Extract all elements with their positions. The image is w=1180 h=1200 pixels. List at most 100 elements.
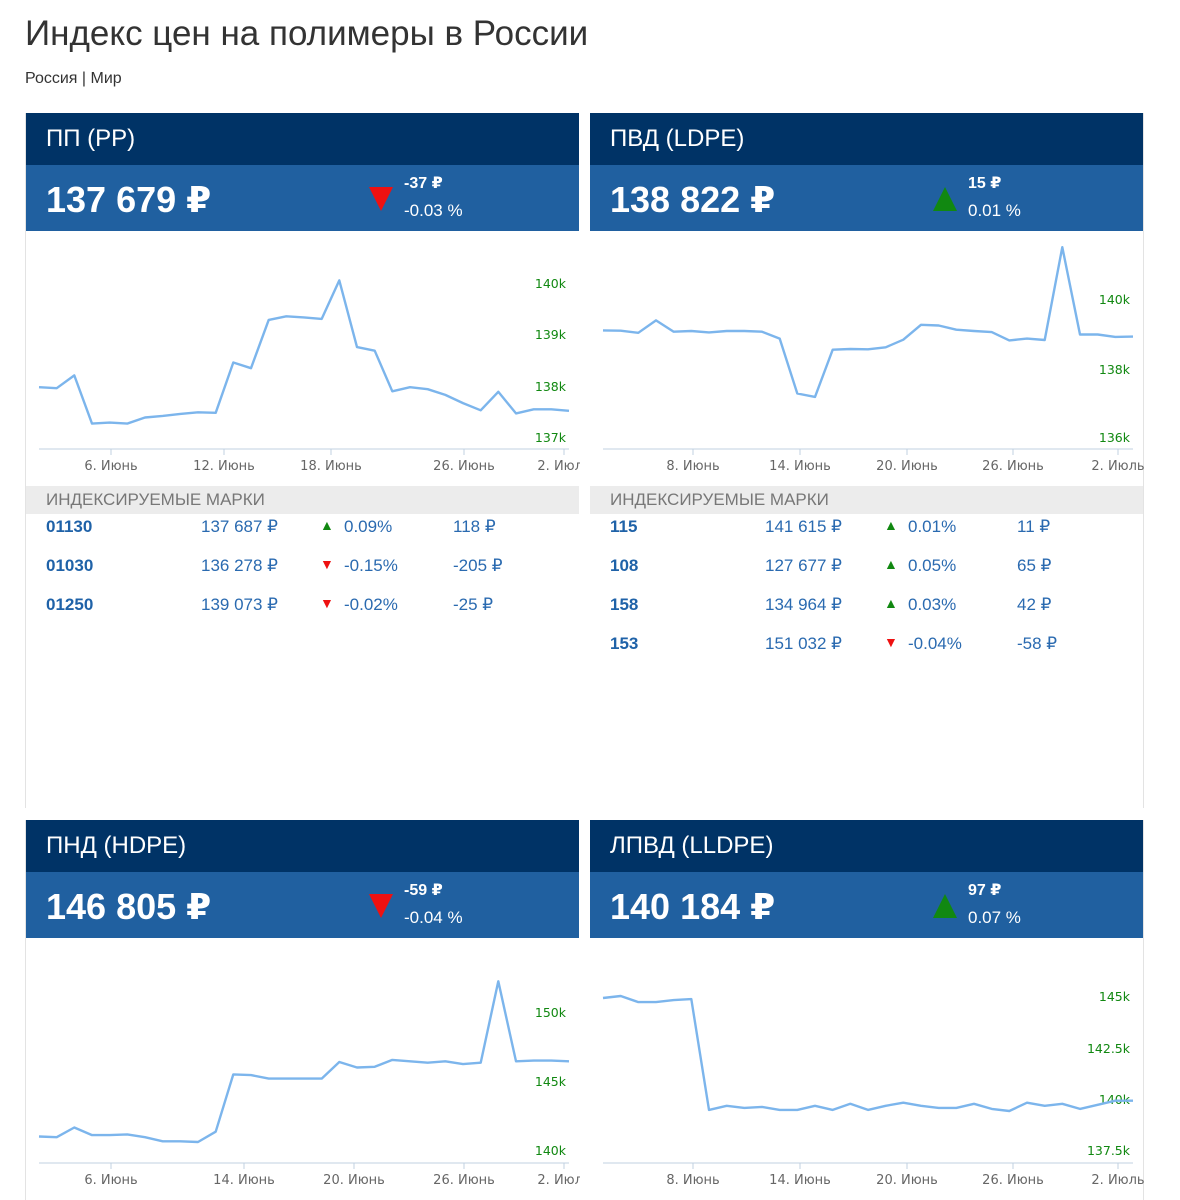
page-title: Индекс цен на полимеры в России: [25, 14, 589, 53]
grade-change-percent: -0.15%: [344, 556, 398, 575]
y-tick-label: 140k: [1099, 292, 1131, 307]
y-tick-label: 138k: [1099, 362, 1131, 377]
x-tick-label: 14. Июнь: [769, 459, 831, 474]
x-tick-label: 6. Июнь: [84, 459, 137, 474]
index-panel: ЛПВД (LLDPE) 140 184 ₽ 97 ₽ 0.07 % 145k 142.5…: [590, 820, 1144, 1200]
grade-code-link[interactable]: 158: [610, 595, 639, 614]
grades-header: ИНДЕКСИРУЕМЫЕ МАРКИ: [590, 486, 1143, 514]
price-series-line: [38, 980, 570, 1144]
y-tick-label: 142.5k: [1087, 1041, 1131, 1056]
x-tick-label: 20. Июнь: [323, 1173, 385, 1188]
triangle-up-icon: ▲: [884, 517, 898, 533]
index-panel: ПВД (LDPE) 138 822 ₽ 15 ₽ 0.01 % 140k 138k 136…: [590, 113, 1144, 808]
grade-change-percent: 0.05%: [908, 556, 957, 575]
triangle-up-icon: ▲: [320, 517, 334, 533]
triangle-up-icon: ▲: [884, 595, 898, 611]
grade-change-absolute: -25 ₽: [453, 595, 494, 614]
index-panel: ПНД (HDPE) 146 805 ₽ -59 ₽ -0.04 % 150k 145k 1…: [25, 820, 580, 1200]
y-tick-label: 139k: [535, 327, 567, 342]
change-absolute: -59 ₽: [404, 882, 443, 899]
grade-change-absolute: -58 ₽: [1017, 634, 1058, 653]
grade-row: 158 134 964 ₽ ▲ 0.03% 42 ₽: [590, 592, 1143, 631]
grade-price: 141 615 ₽: [765, 517, 842, 536]
panel-title[interactable]: ПНД (HDPE): [26, 820, 579, 872]
grade-price: 127 677 ₽: [765, 556, 842, 575]
index-panel: ПП (PP) 137 679 ₽ -37 ₽ -0.03 % 140k 139k 138k…: [25, 113, 580, 808]
grade-price: 136 278 ₽: [201, 556, 278, 575]
grade-code-link[interactable]: 01130: [46, 517, 93, 536]
triangle-up-icon: ▲: [884, 556, 898, 572]
change-absolute: 15 ₽: [968, 175, 1002, 192]
price-chart[interactable]: 140k 138k 136k 8. Июнь 14. Июнь 20. Июнь 26. И…: [590, 231, 1144, 486]
price-series-line: [602, 994, 1133, 1113]
triangle-down-icon: ▼: [884, 634, 898, 650]
change-percent: -0.04 %: [404, 908, 463, 927]
index-price: 137 679 ₽: [46, 179, 212, 220]
grade-price: 134 964 ₽: [765, 595, 842, 614]
grade-change-absolute: 42 ₽: [1017, 595, 1052, 614]
y-tick-label: 140k: [535, 1143, 567, 1158]
price-chart[interactable]: 150k 145k 140k 6. Июнь 14. Июнь 20. Июнь 26. И…: [26, 938, 580, 1200]
grade-code-link[interactable]: 108: [610, 556, 639, 575]
x-tick-label: 26. Июнь: [982, 1173, 1044, 1188]
price-bar: 138 822 ₽ 15 ₽ 0.01 %: [590, 165, 1143, 231]
price-series-line: [602, 246, 1134, 399]
change-percent: 0.01 %: [968, 201, 1021, 220]
grade-row: 153 151 032 ₽ ▼ -0.04% -58 ₽: [590, 631, 1143, 670]
grade-code-link[interactable]: 01030: [46, 556, 94, 575]
x-tick-label: 14. Июнь: [769, 1173, 831, 1188]
grade-change-percent: -0.04%: [908, 634, 962, 653]
grade-change-absolute: 11 ₽: [1017, 517, 1051, 536]
change-percent: 0.07 %: [968, 908, 1021, 927]
nav-separator: |: [81, 70, 87, 87]
index-price: 146 805 ₽: [46, 886, 212, 927]
price-bar: 146 805 ₽ -59 ₽ -0.04 %: [26, 872, 579, 938]
x-tick-label: 2. Июль: [537, 1173, 580, 1188]
x-tick-label: 6. Июнь: [84, 1173, 137, 1188]
nav-link-russia[interactable]: Россия: [25, 70, 78, 87]
grade-change-percent: 0.01%: [908, 517, 957, 536]
y-tick-label: 140k: [535, 276, 567, 291]
grade-change-absolute: 118 ₽: [453, 517, 496, 536]
change-absolute: -37 ₽: [404, 175, 443, 192]
y-tick-label: 136k: [1099, 430, 1131, 445]
grades-header: ИНДЕКСИРУЕМЫЕ МАРКИ: [26, 486, 579, 514]
panel-title[interactable]: ПВД (LDPE): [590, 113, 1143, 165]
grade-code-link[interactable]: 01250: [46, 595, 94, 614]
y-tick-label: 145k: [535, 1074, 567, 1089]
panel-title[interactable]: ЛПВД (LLDPE): [590, 820, 1143, 872]
price-series-line: [38, 279, 570, 425]
x-tick-label: 12. Июнь: [193, 459, 255, 474]
grade-price: 151 032 ₽: [765, 634, 842, 653]
grade-code-link[interactable]: 153: [610, 634, 639, 653]
arrow-down-icon: [369, 894, 393, 918]
arrow-up-icon: [933, 894, 957, 918]
x-tick-label: 2. Июль: [1091, 459, 1144, 474]
y-tick-label: 145k: [1099, 989, 1131, 1004]
triangle-down-icon: ▼: [320, 595, 334, 611]
grade-change-absolute: 65 ₽: [1017, 556, 1052, 575]
x-tick-label: 2. Июль: [537, 459, 580, 474]
x-tick-label: 26. Июнь: [433, 459, 495, 474]
nav-link-world[interactable]: Мир: [90, 70, 122, 87]
region-nav: Россия | Мир: [25, 70, 122, 88]
grade-row: 01030 136 278 ₽ ▼ -0.15% -205 ₽: [26, 553, 579, 592]
y-tick-label: 137k: [535, 430, 567, 445]
grade-code-link[interactable]: 115: [610, 517, 638, 536]
price-chart[interactable]: 140k 139k 138k 137k 6. Июнь 12. Июнь 18. Июнь 2…: [26, 231, 580, 486]
x-tick-label: 26. Июнь: [982, 459, 1044, 474]
y-tick-label: 138k: [535, 379, 567, 394]
price-bar: 137 679 ₽ -37 ₽ -0.03 %: [26, 165, 579, 231]
price-bar: 140 184 ₽ 97 ₽ 0.07 %: [590, 872, 1143, 938]
x-tick-label: 20. Июнь: [876, 1173, 938, 1188]
panel-title[interactable]: ПП (PP): [26, 113, 579, 165]
arrow-down-icon: [369, 187, 393, 211]
grade-change-absolute: -205 ₽: [453, 556, 503, 575]
x-tick-label: 8. Июнь: [666, 459, 719, 474]
grade-row: 01250 139 073 ₽ ▼ -0.02% -25 ₽: [26, 592, 579, 631]
y-tick-label: 137.5k: [1087, 1143, 1131, 1158]
grade-price: 137 687 ₽: [201, 517, 278, 536]
grade-change-percent: 0.09%: [344, 517, 393, 536]
grade-row: 115 141 615 ₽ ▲ 0.01% 11 ₽: [590, 514, 1143, 553]
